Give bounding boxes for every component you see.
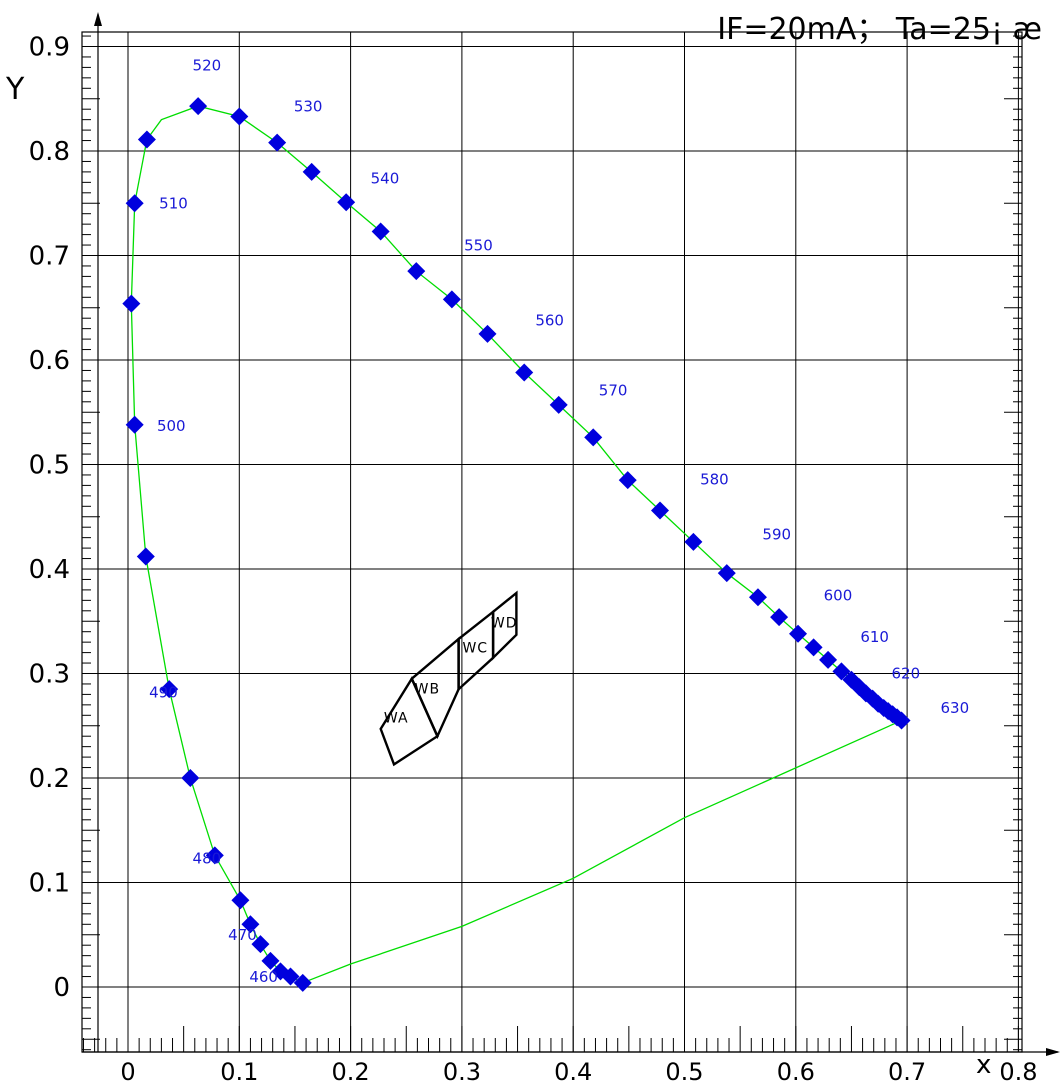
bin-label: WB xyxy=(415,681,440,697)
locus-point xyxy=(789,624,808,643)
x-tick-label: 0.7 xyxy=(888,1058,926,1084)
y-tick-label: 0.8 xyxy=(29,137,70,167)
x-tick-label: 0.8 xyxy=(999,1058,1037,1084)
locus-point xyxy=(302,162,321,181)
locus-point xyxy=(717,564,736,583)
y-tick-label: 0.5 xyxy=(29,451,70,481)
wavelength-label: 590 xyxy=(762,526,791,544)
locus-point xyxy=(271,962,290,981)
locus-point xyxy=(268,133,287,152)
locus-point xyxy=(748,588,767,607)
y-tick-label: 0 xyxy=(53,973,70,1003)
locus-point xyxy=(407,262,426,281)
wavelength-label: 550 xyxy=(464,236,493,254)
wavelength-label: 510 xyxy=(159,194,188,212)
locus-point xyxy=(371,222,390,241)
locus-point xyxy=(230,107,249,126)
locus-point xyxy=(549,395,568,414)
y-tick-label: 0.7 xyxy=(29,242,70,272)
x-axis-label: x xyxy=(976,1050,992,1080)
locus-point xyxy=(770,608,789,627)
wavelength-label: 480 xyxy=(193,850,222,868)
locus-line xyxy=(130,105,903,984)
wavelength-label: 470 xyxy=(228,926,257,944)
locus-point xyxy=(892,711,911,730)
locus-point xyxy=(618,471,637,490)
locus-point xyxy=(136,547,155,566)
locus-point xyxy=(337,193,356,212)
y-tick-label: 0.2 xyxy=(29,764,70,794)
bin-label: WA xyxy=(384,711,409,727)
wavelength-label: 620 xyxy=(892,665,921,683)
x-tick-label: 0.6 xyxy=(777,1058,815,1084)
locus-point xyxy=(684,532,703,551)
locus-markers xyxy=(122,97,911,992)
wavelength-label: 580 xyxy=(700,470,729,488)
wavelength-label: 460 xyxy=(249,968,278,986)
bin-region xyxy=(491,590,518,661)
y-axis-arrow xyxy=(94,12,102,26)
locus-point xyxy=(804,638,823,657)
locus-point xyxy=(241,915,260,934)
wavelength-label: 560 xyxy=(535,312,564,330)
locus-point xyxy=(205,846,224,865)
wavelength-label: 530 xyxy=(294,97,323,115)
x-tick-label: 0.2 xyxy=(332,1058,370,1084)
wavelength-label: 630 xyxy=(940,699,969,717)
wavelength-label: 520 xyxy=(193,57,222,75)
locus-point xyxy=(160,680,179,699)
locus-point xyxy=(189,97,208,116)
gridlines xyxy=(82,32,1022,1052)
y-axis-label: Y xyxy=(6,72,25,107)
plot-border xyxy=(81,31,1023,1053)
tick-labels: 0 0.1 0.2 0.3 0.4 0.5 0.6 0.7 0.8 0 0.1 0.2 0.3 0.4 0.… xyxy=(29,33,1038,1084)
test-conditions: IF=20mA； Ta=25¡ æ xyxy=(717,12,1042,47)
wavelength-label: 610 xyxy=(860,628,889,646)
y-tick-label: 0.6 xyxy=(29,346,70,376)
locus-point xyxy=(251,935,270,954)
locus-point xyxy=(137,130,156,149)
wavelength-labels: 460 470 480 490 500 510 520 530 540 550 560 570 580 5… xyxy=(149,57,969,986)
y-tick-label: 0.3 xyxy=(29,660,70,690)
locus-point xyxy=(515,363,534,382)
wavelength-label: 500 xyxy=(157,417,186,435)
wavelength-label: 490 xyxy=(149,684,178,702)
y-tick-label: 0.1 xyxy=(29,869,70,899)
locus-point xyxy=(122,294,141,313)
x-tick-label: 0.1 xyxy=(220,1058,258,1084)
x-tick-label: 0.4 xyxy=(554,1058,592,1084)
locus-point xyxy=(442,290,461,309)
x-axis-arrow xyxy=(1046,1048,1060,1056)
locus-point xyxy=(231,891,250,910)
locus-point xyxy=(181,769,200,787)
locus-point xyxy=(293,973,312,992)
y-tick-label: 0.4 xyxy=(29,555,70,585)
wavelength-label: 540 xyxy=(371,169,400,187)
x-tick-label: 0 xyxy=(120,1058,135,1084)
locus-point xyxy=(125,415,144,434)
wavelength-label: 570 xyxy=(599,382,628,400)
wavelength-label: 600 xyxy=(824,586,853,604)
locus-point xyxy=(261,951,280,970)
x-tick-label: 0.5 xyxy=(665,1058,703,1084)
spectral-locus xyxy=(130,105,903,984)
minor-ticks xyxy=(82,35,1022,1052)
locus-point xyxy=(832,662,851,681)
locus-point xyxy=(478,324,497,343)
bin-label: WD xyxy=(491,616,518,632)
locus-point xyxy=(819,650,838,669)
bin-label: WC xyxy=(462,641,488,657)
x-tick-label: 0.3 xyxy=(443,1058,481,1084)
locus-point xyxy=(651,501,670,520)
plot-frame xyxy=(81,12,1060,1056)
locus-point xyxy=(584,428,603,447)
locus-point xyxy=(125,194,144,213)
y-tick-label: 0.9 xyxy=(29,33,70,63)
